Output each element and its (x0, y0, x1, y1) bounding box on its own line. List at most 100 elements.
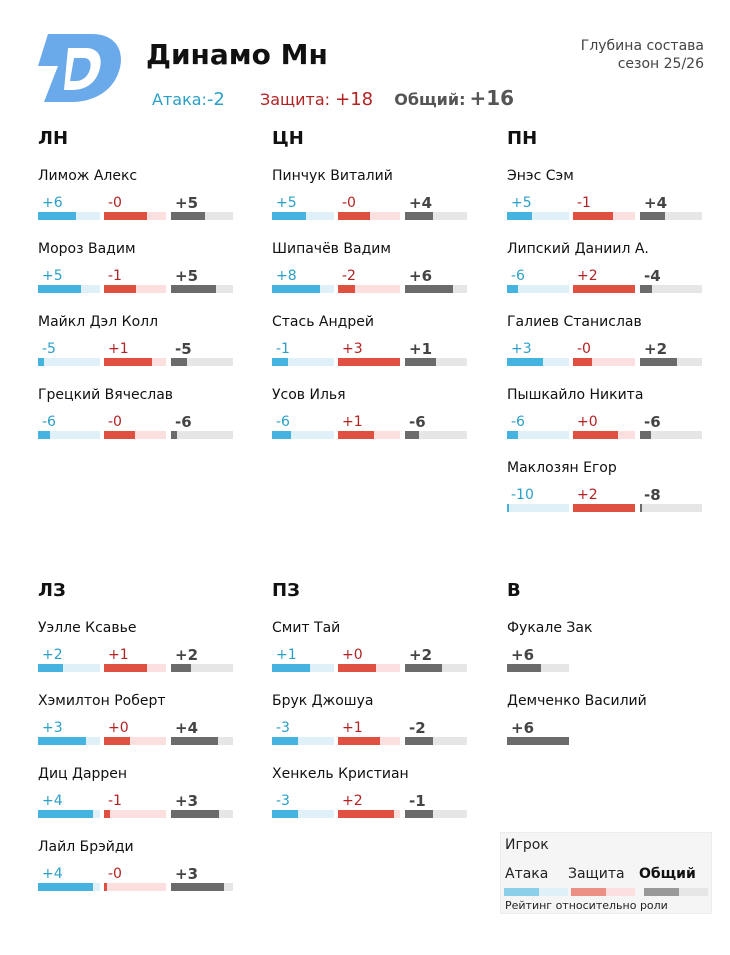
defense-bar (104, 431, 166, 439)
overall-bar (171, 212, 233, 220)
attack-value: +5 (42, 268, 63, 284)
defense-bar-fill (104, 358, 153, 366)
attack-bar (272, 212, 334, 220)
attack-value: -6 (42, 414, 56, 430)
player-name: Грецкий Вячеслав (38, 387, 174, 403)
overall-bar-fill (171, 883, 224, 891)
defense-bar-fill (338, 431, 374, 439)
overall-bar (640, 212, 702, 220)
defense-value: -0 (108, 414, 122, 430)
attack-bar-fill (272, 737, 299, 745)
overall-bar-fill (405, 431, 419, 439)
team-logo (38, 34, 121, 102)
attack-bar (272, 285, 334, 293)
overall-bar (171, 737, 233, 745)
overall-bar (507, 737, 569, 745)
player-name: Пышкайло Никита (507, 387, 644, 403)
overall-bar (405, 212, 467, 220)
defense-bar (338, 358, 400, 366)
attack-bar (272, 358, 334, 366)
defense-value: -0 (108, 866, 122, 882)
player-name: Демченко Василий (507, 693, 647, 709)
overall-value: +4 (644, 194, 668, 212)
attack-bar (38, 664, 100, 672)
summary-defense-label: Защита: (259, 90, 331, 109)
overall-bar-fill (640, 212, 665, 220)
player-name: Мороз Вадим (38, 241, 136, 257)
defense-bar (338, 431, 400, 439)
legend-title: Игрок (505, 837, 549, 853)
summary-overall-value: +16 (469, 86, 515, 110)
attack-value: -3 (276, 720, 290, 736)
attack-value: +4 (42, 793, 63, 809)
overall-bar (171, 883, 233, 891)
overall-bar (171, 810, 233, 818)
player-card: Хенкель Кристиан -3 +2 -1 (272, 766, 472, 836)
legend: Игрок Атака Защита Общий Рейтинг относит… (500, 832, 712, 914)
defense-value: -1 (108, 268, 122, 284)
attack-bar-fill (272, 212, 307, 220)
overall-value: -6 (409, 413, 426, 431)
defense-value: +2 (577, 487, 598, 503)
player-card: Хэмилтон Роберт +3 +0 +4 (38, 693, 238, 763)
attack-value: +5 (511, 195, 532, 211)
defense-bar-fill (104, 737, 131, 745)
defense-bar (338, 737, 400, 745)
player-name: Стась Андрей (272, 314, 374, 330)
player-card: Стась Андрей -1 +3 +1 (272, 314, 472, 384)
position-header: ЦН (272, 128, 304, 149)
overall-bar (405, 358, 467, 366)
summary-defense: Защита: +18 (260, 89, 373, 110)
defense-bar (573, 504, 635, 512)
attack-bar-fill (272, 431, 291, 439)
overall-bar-fill (507, 664, 542, 672)
defense-bar-fill (573, 504, 635, 512)
player-name: Пинчук Виталий (272, 168, 393, 184)
defense-bar (104, 358, 166, 366)
attack-value: -10 (511, 487, 534, 503)
player-card: Диц Даррен +4 -1 +3 (38, 766, 238, 836)
overall-value: -2 (409, 719, 426, 737)
attack-bar (38, 883, 100, 891)
summary-attack: Атака:-2 (152, 89, 225, 110)
defense-value: +1 (108, 341, 129, 357)
defense-bar (573, 285, 635, 293)
attack-value: -6 (511, 268, 525, 284)
player-card: Энэс Сэм +5 -1 +4 (507, 168, 707, 238)
player-card: Галиев Станислав +3 -0 +2 (507, 314, 707, 384)
position-header: ЛН (38, 128, 69, 149)
player-name: Усов Илья (272, 387, 346, 403)
overall-bar-fill (640, 504, 642, 512)
player-card: Маклозян Егор -10 +2 -8 (507, 460, 707, 530)
player-name: Майкл Дэл Колл (38, 314, 159, 330)
defense-value: +1 (342, 414, 363, 430)
legend-defense-label: Защита (568, 866, 625, 882)
overall-bar-fill (171, 431, 178, 439)
attack-value: -6 (511, 414, 525, 430)
player-card: Майкл Дэл Колл -5 +1 -5 (38, 314, 238, 384)
defense-bar-fill (338, 664, 377, 672)
defense-bar-fill (338, 737, 381, 745)
attack-bar (38, 810, 100, 818)
overall-value: +4 (175, 719, 199, 737)
overall-value: +6 (511, 646, 535, 664)
player-card: Шипачёв Вадим +8 -2 +6 (272, 241, 472, 311)
overall-value: -5 (175, 340, 192, 358)
overall-bar-fill (640, 358, 678, 366)
player-name: Шипачёв Вадим (272, 241, 391, 257)
attack-value: +3 (511, 341, 532, 357)
overall-bar-fill (171, 358, 187, 366)
attack-value: +6 (42, 195, 63, 211)
defense-bar-fill (573, 285, 635, 293)
overall-bar (171, 664, 233, 672)
attack-bar-fill (38, 737, 87, 745)
defense-value: -1 (108, 793, 122, 809)
attack-bar-fill (38, 883, 93, 891)
attack-bar-fill (507, 358, 543, 366)
summary-overall-label: Общий: (394, 90, 466, 109)
player-card: Лимож Алекс +6 -0 +5 (38, 168, 238, 238)
summary-attack-label: Атака: (152, 90, 207, 109)
attack-value: +3 (42, 720, 63, 736)
player-name: Хенкель Кристиан (272, 766, 409, 782)
overall-bar-fill (405, 810, 433, 818)
